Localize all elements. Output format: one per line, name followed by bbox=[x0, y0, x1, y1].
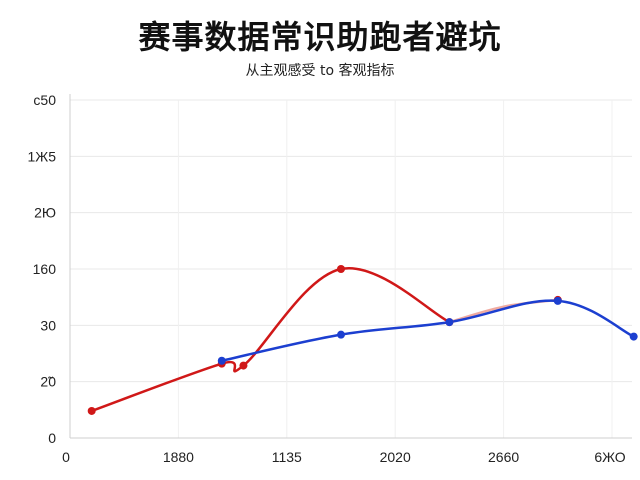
data-points bbox=[87, 265, 638, 415]
series-1-point bbox=[553, 296, 562, 305]
y-tick-label: 1Ж5 bbox=[28, 148, 57, 164]
series-1-point bbox=[445, 318, 454, 327]
x-tick-label: 1135 bbox=[272, 449, 302, 465]
y-tick-labels: 0 2̃0 30 160 2Ю 1Ж5 ϲ50 bbox=[28, 92, 57, 446]
x-tick-label: 0 bbox=[62, 449, 70, 465]
x-tick-labels: 0 1880 1135 2020 2660 6ЖО bbox=[62, 449, 626, 465]
chart-title: 赛事数据常识助跑者避坑 bbox=[138, 18, 502, 56]
y-tick-label: 160 bbox=[33, 261, 57, 277]
y-tick-label: 0 bbox=[48, 430, 56, 446]
series-1-point bbox=[337, 330, 345, 339]
x-tick-label: 2020 bbox=[380, 449, 411, 465]
series-0-line bbox=[90, 266, 451, 413]
series-1-line bbox=[220, 299, 635, 362]
x-tick-label: 1880 bbox=[163, 449, 194, 465]
series-lines bbox=[90, 266, 635, 413]
series-1-point bbox=[217, 356, 226, 365]
y-tick-label: 30 bbox=[40, 317, 56, 333]
y-tick-label: ϲ50 bbox=[33, 92, 56, 108]
series-1-point bbox=[629, 332, 638, 341]
y-tick-label: 2Ю bbox=[34, 205, 56, 221]
y-tick-label: 2̃0 bbox=[40, 374, 56, 390]
x-tick-label: 2660 bbox=[488, 449, 519, 465]
chart-subtitle: 从主观感受 to 客观指标 bbox=[245, 63, 395, 79]
series-0-point bbox=[239, 361, 248, 370]
series-0-point bbox=[87, 406, 96, 415]
series-0-point bbox=[337, 265, 345, 273]
x-tick-label: 6ЖО bbox=[594, 449, 625, 465]
axes bbox=[69, 94, 632, 439]
